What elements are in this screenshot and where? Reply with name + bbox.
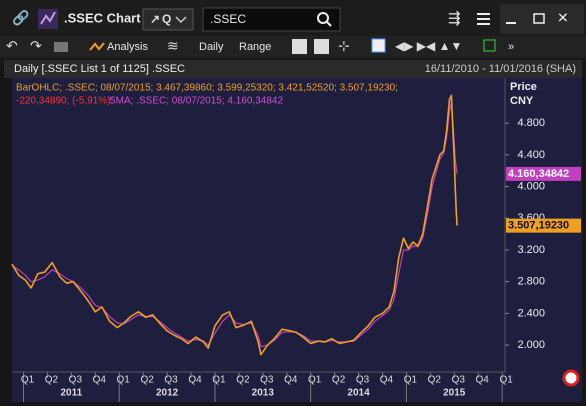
- x-tick-label: Q4: [284, 375, 298, 386]
- maximize-button[interactable]: [533, 13, 545, 24]
- x-tick-label: Q1: [404, 375, 418, 386]
- redo-button[interactable]: ↷: [30, 38, 42, 54]
- tool-add[interactable]: [371, 38, 386, 53]
- more-button[interactable]: »: [508, 41, 514, 53]
- tool-select[interactable]: [483, 39, 496, 52]
- x-tick-label: Q3: [356, 375, 370, 386]
- last-value-label: 3.507,19230: [508, 220, 569, 232]
- x-tick-label: Q2: [428, 375, 442, 386]
- x-tick-label: Q4: [476, 375, 490, 386]
- y-axis-label: Price: [510, 81, 537, 93]
- quote-caret: [175, 16, 187, 24]
- x-tick-label: Q3: [69, 375, 83, 386]
- folder-button[interactable]: [54, 42, 68, 52]
- x-tick-label: Q2: [332, 375, 346, 386]
- x-tick-label: Q2: [140, 375, 154, 386]
- tool-zoom[interactable]: ◀▶ ▶◀ ▲▼: [395, 39, 462, 53]
- year-label: 2011: [60, 388, 82, 399]
- close-button[interactable]: ✕: [557, 10, 569, 26]
- tool-crosshair[interactable]: ⊹: [338, 38, 350, 54]
- year-label: 2013: [252, 388, 275, 399]
- y-tick-label: 2.800: [517, 276, 545, 288]
- app-title: .SSEC Chart: [64, 10, 141, 25]
- quote-button[interactable]: [142, 8, 194, 31]
- x-tick-label: Q4: [188, 375, 202, 386]
- chart-date-range: 16/11/2010 - 11/01/2016 (SHA): [425, 63, 576, 75]
- x-tick-label: Q2: [236, 375, 250, 386]
- x-tick-label: Q3: [452, 375, 466, 386]
- analysis-icon: [89, 42, 105, 51]
- wave-icon[interactable]: ≋: [167, 38, 179, 54]
- x-tick-label: Q3: [260, 375, 274, 386]
- last-value-tag: [506, 166, 581, 181]
- tool-chart[interactable]: [292, 39, 307, 54]
- link-icon[interactable]: 🔗: [12, 9, 30, 27]
- x-tick-label: Q3: [164, 375, 178, 386]
- layout-icon[interactable]: ⇶: [448, 10, 461, 27]
- last-value-tag: [506, 218, 581, 233]
- search-icon-handle: [326, 21, 332, 27]
- window-controls: [500, 4, 584, 34]
- search-text: .SSEC: [210, 12, 246, 26]
- y-axis-unit: CNY: [510, 95, 534, 107]
- x-tick-label: Q2: [45, 375, 59, 386]
- chart-icon-line: [40, 11, 56, 25]
- range-menu[interactable]: Range: [239, 41, 271, 53]
- y-tick-label: 3.200: [517, 244, 545, 256]
- tool-compare[interactable]: [314, 39, 329, 54]
- menu-bar: [477, 13, 490, 15]
- x-tick-label: Q4: [93, 375, 107, 386]
- series-line: [11, 94, 458, 356]
- y-tick-label: 2.400: [517, 307, 545, 319]
- legend-text: SMA; .SSEC; 08/07/2015; 4.160,34842: [109, 96, 283, 107]
- live-indicator[interactable]: [562, 369, 580, 387]
- chart-header-title: Daily [.SSEC List 1 of 1125] .SSEC: [14, 63, 185, 75]
- last-value-label: 4.160,34842: [508, 168, 569, 180]
- y-tick-label: 2.000: [517, 339, 545, 351]
- search-box[interactable]: [202, 7, 341, 32]
- plot-area: [12, 78, 505, 372]
- x-tick-label: Q4: [380, 375, 394, 386]
- quote-label: Q: [162, 12, 171, 26]
- legend-text: -220,34890; (-5,91%);: [16, 96, 113, 107]
- x-tick-label: Q1: [117, 375, 131, 386]
- search-icon[interactable]: [317, 12, 329, 24]
- x-tick-label: Q1: [499, 375, 513, 386]
- analysis-menu[interactable]: Analysis: [107, 41, 148, 53]
- y-tick-label: 4.800: [517, 117, 545, 129]
- minimize-button[interactable]: [506, 22, 516, 24]
- menu-icon[interactable]: [477, 13, 490, 25]
- menu-bar: [477, 18, 490, 20]
- x-tick-label: Q1: [21, 375, 35, 386]
- menu-bar: [477, 23, 490, 25]
- undo-button[interactable]: ↶: [6, 38, 18, 54]
- y-tick-label: 4.400: [517, 149, 545, 161]
- year-label: 2014: [347, 388, 370, 399]
- year-label: 2012: [156, 388, 179, 399]
- year-label: 2015: [443, 388, 466, 399]
- y-tick-label: 4.000: [517, 180, 545, 192]
- chart-header: [4, 60, 582, 78]
- interval-menu[interactable]: Daily: [199, 41, 224, 53]
- x-axis-panel: [12, 372, 582, 402]
- x-tick-label: Q1: [308, 375, 322, 386]
- quote-arrow: ↗: [150, 12, 160, 26]
- x-tick-label: Q1: [212, 375, 226, 386]
- legend-text: BarOHLC; .SSEC; 08/07/2015; 3.467,39860;…: [16, 83, 398, 94]
